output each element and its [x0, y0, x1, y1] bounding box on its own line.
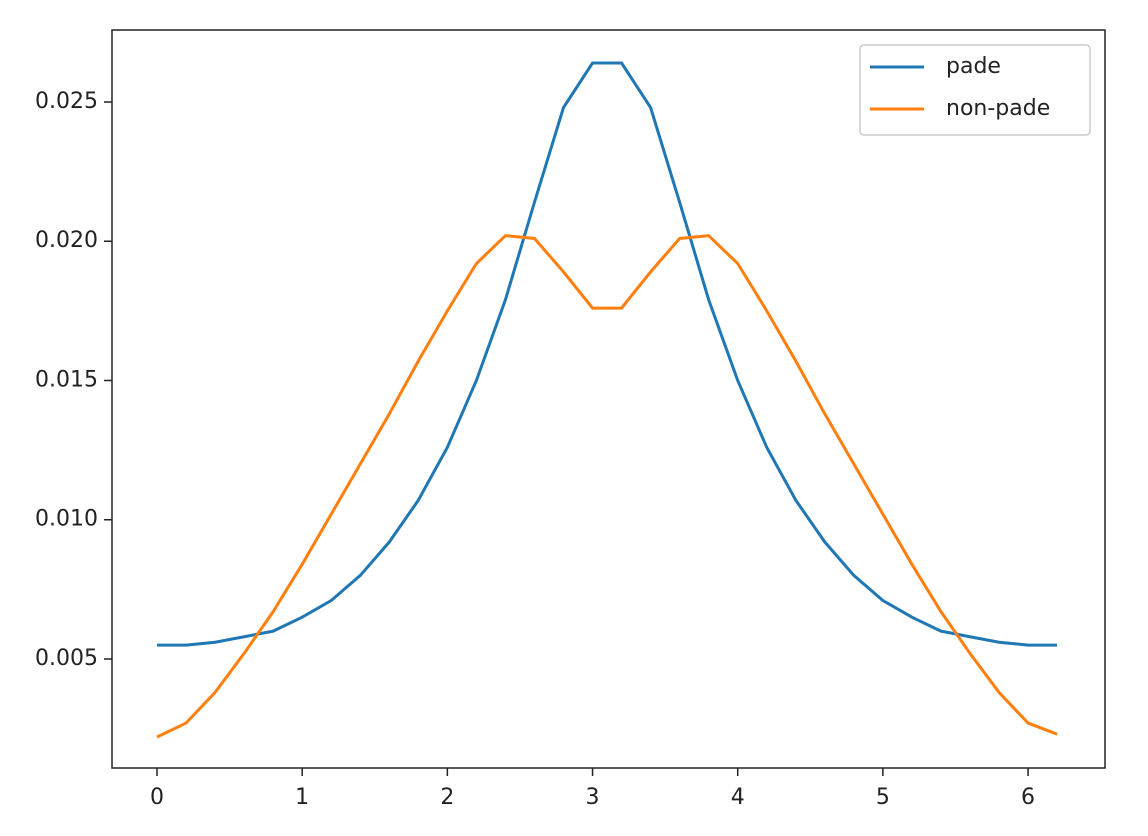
x-tick-label: 2 [440, 785, 454, 810]
x-tick-label: 6 [1021, 785, 1035, 810]
x-tick-label: 3 [586, 785, 600, 810]
plot-area [111, 29, 1106, 769]
x-tick-label: 0 [150, 785, 164, 810]
x-tick-label: 5 [876, 785, 890, 810]
y-tick-label: 0.015 [35, 367, 98, 392]
x-tick-label: 1 [295, 785, 309, 810]
y-tick-label: 0.010 [35, 507, 98, 532]
y-tick-label: 0.020 [35, 228, 98, 253]
legend-label: pade [946, 54, 1001, 79]
x-tick-label: 4 [731, 785, 745, 810]
legend-label: non-pade [946, 96, 1050, 121]
y-tick-label: 0.025 [35, 89, 98, 114]
y-tick-label: 0.005 [35, 646, 98, 671]
line [156, 234, 1058, 739]
line [157, 61, 1058, 647]
